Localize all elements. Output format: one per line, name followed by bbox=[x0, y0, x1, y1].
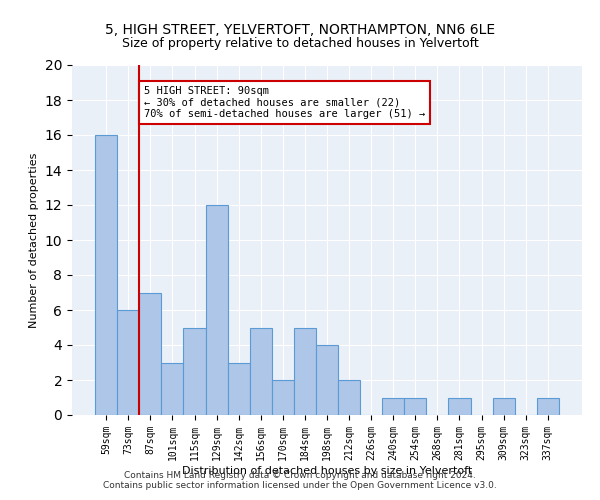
Bar bbox=[184, 328, 206, 415]
X-axis label: Distribution of detached houses by size in Yelvertoft: Distribution of detached houses by size … bbox=[182, 466, 472, 475]
Bar bbox=[316, 345, 338, 415]
Bar bbox=[227, 362, 250, 415]
Text: Contains HM Land Registry data © Crown copyright and database right 2024.
Contai: Contains HM Land Registry data © Crown c… bbox=[103, 470, 497, 490]
Y-axis label: Number of detached properties: Number of detached properties bbox=[29, 152, 39, 328]
Bar bbox=[537, 398, 559, 415]
Text: Size of property relative to detached houses in Yelvertoft: Size of property relative to detached ho… bbox=[122, 38, 478, 51]
Text: 5 HIGH STREET: 90sqm
← 30% of detached houses are smaller (22)
70% of semi-detac: 5 HIGH STREET: 90sqm ← 30% of detached h… bbox=[144, 86, 425, 119]
Bar bbox=[250, 328, 272, 415]
Text: 5, HIGH STREET, YELVERTOFT, NORTHAMPTON, NN6 6LE: 5, HIGH STREET, YELVERTOFT, NORTHAMPTON,… bbox=[105, 22, 495, 36]
Bar bbox=[139, 292, 161, 415]
Bar bbox=[95, 135, 117, 415]
Bar bbox=[272, 380, 294, 415]
Bar bbox=[382, 398, 404, 415]
Bar bbox=[117, 310, 139, 415]
Bar bbox=[448, 398, 470, 415]
Bar bbox=[294, 328, 316, 415]
Bar bbox=[493, 398, 515, 415]
Bar bbox=[206, 205, 227, 415]
Bar bbox=[338, 380, 360, 415]
Bar bbox=[404, 398, 427, 415]
Bar bbox=[161, 362, 184, 415]
